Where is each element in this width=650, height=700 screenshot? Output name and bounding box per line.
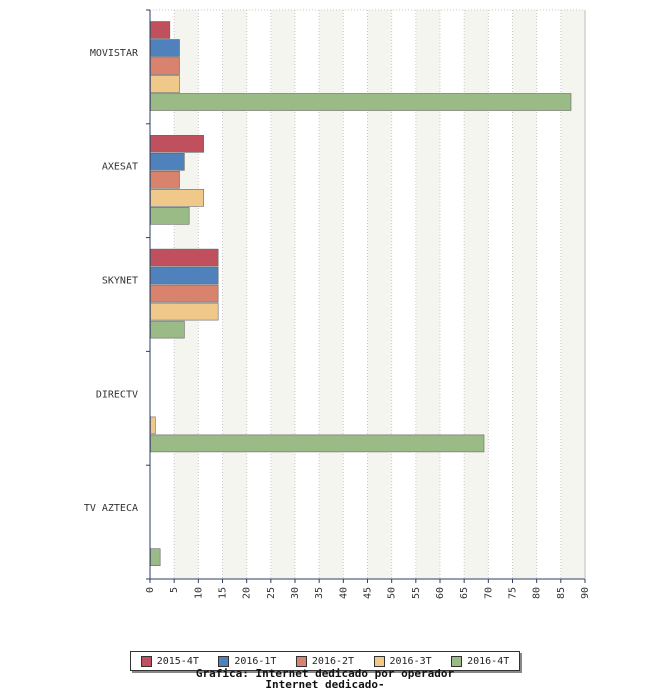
bars-group [150,21,572,567]
x-tick-label: 90 [580,587,591,599]
bar [150,416,156,435]
x-tick-label: 5 [169,587,180,593]
bar [150,248,219,267]
legend-item: 2016-3T [373,655,432,667]
x-tick-label: 50 [387,587,398,599]
category-label: TV AZTECA [84,503,138,514]
x-tick-label: 25 [266,587,277,599]
legend-swatch [140,655,152,667]
axes [146,9,586,583]
legend-swatch [451,655,463,667]
bar [150,135,204,153]
x-tick-label: 65 [459,587,470,599]
legend-label: 2016-2T [311,655,355,667]
bar [150,75,180,93]
bar [150,93,572,111]
x-tick-label: 60 [435,587,446,599]
x-tick-label: 40 [338,587,349,599]
category-label: DIRECTV [96,389,138,400]
bar [150,320,185,339]
legend-label: 2015-4T [156,655,199,667]
bar [150,21,171,39]
category-labels: MOVISTAR AXESAT SKYNET DIRECTV TV AZTECA [84,48,139,514]
x-tick-label: 85 [556,587,567,599]
legend-swatch [373,655,385,667]
x-tick-label: 15 [218,587,229,599]
bar [150,39,180,57]
legend-swatch [295,655,307,667]
x-tick-label: 10 [193,587,204,599]
bar [150,57,180,75]
legend-swatch [218,655,230,667]
legend-item: 2016-2T [295,655,355,667]
bar [150,153,185,171]
legend-label: 2016-3T [389,655,432,667]
x-tick-label: 0 [145,587,156,593]
x-tick-label: 75 [508,587,519,599]
category-label: SKYNET [102,276,138,287]
bar [150,434,485,453]
chart-title: Grafica: Internet dedicado por operador [195,667,455,680]
bar [150,266,219,285]
bar [150,189,204,207]
bar [150,284,219,303]
x-tick-label: 30 [290,587,301,599]
category-label: MOVISTAR [90,48,139,59]
chart-caption: Grafica: Internet dedicado por operador … [0,668,650,690]
legend-item: 2015-4T [140,655,199,667]
bar [150,548,161,567]
legend-label: 2016-1T [234,655,277,667]
bar [150,207,190,225]
legend-item: 2016-4T [451,655,510,667]
legend-label: 2016-4T [467,655,510,667]
x-tick-label: 45 [363,587,374,599]
x-tick-label: 55 [411,587,422,599]
category-label: AXESAT [102,162,138,173]
x-tick-label: 80 [532,587,543,599]
bar [150,171,180,189]
legend-item: 2016-1T [218,655,277,667]
legend: 2015-4T 2016-1T 2016-2T 2016-3T 2016-4T [130,651,520,671]
bar [150,302,219,321]
x-tick-label: 70 [483,587,494,599]
x-tick-label: 35 [314,587,325,599]
chart-subtitle: Internet dedicado- [265,678,385,691]
grid-lines [150,9,586,579]
x-tick-label: 20 [242,587,253,599]
x-tick-labels: 0 5 10 15 20 25 30 35 40 45 50 55 60 65 70 75 80 85 90 [145,587,591,599]
